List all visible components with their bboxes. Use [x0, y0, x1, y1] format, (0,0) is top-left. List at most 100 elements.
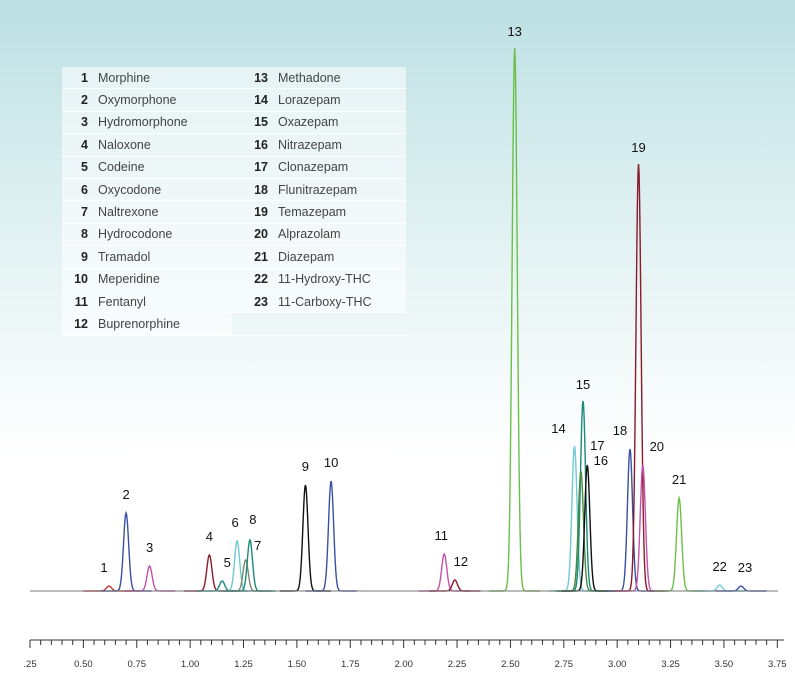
legend-number	[232, 312, 278, 336]
x-tick-label: 3.00	[608, 659, 627, 670]
legend-row: 8 Hydrocodone 20 Alprazolam	[62, 223, 406, 247]
legend-number: 9	[62, 245, 98, 269]
legend-compound: Nitrazepam	[278, 133, 406, 157]
x-tick-label: .25	[23, 659, 36, 670]
legend-compound: Morphine	[98, 67, 232, 90]
peak-1-trace	[83, 585, 135, 592]
peak-5-label: 5	[224, 555, 231, 570]
legend-number: 6	[62, 178, 98, 202]
legend-compound: Hydromorphone	[98, 111, 232, 135]
legend-number: 20	[232, 223, 278, 247]
legend-number: 14	[232, 88, 278, 112]
peak-7-label: 7	[254, 538, 261, 553]
legend-number: 5	[62, 156, 98, 179]
legend-compound: Naloxone	[98, 133, 232, 157]
legend-number: 3	[62, 111, 98, 135]
legend-compound: Flunitrazepam	[278, 178, 406, 202]
compound-legend: 1 Morphine 13 Methadone 2 Oxymorphone 14 Loraze…	[62, 67, 406, 336]
legend-compound: Temazepam	[278, 200, 406, 224]
legend-compound: 11-Hydroxy-THC	[278, 268, 406, 291]
peak-4-label: 4	[206, 529, 213, 544]
peak-18-label: 18	[613, 423, 627, 438]
peak-10-trace	[305, 480, 357, 592]
legend-compound	[278, 312, 406, 336]
legend-compound: Naltrexone	[98, 200, 232, 224]
peak-22-label: 22	[712, 559, 726, 574]
x-tick-label: 3.50	[715, 659, 734, 670]
legend-row: 5 Codeine 17 Clonazepam	[62, 156, 406, 179]
peak-10-label: 10	[324, 455, 338, 470]
legend-row: 10 Meperidine 22 11-Hydroxy-THC	[62, 268, 406, 291]
peak-19-trace	[612, 163, 665, 592]
peak-2-label: 2	[122, 487, 129, 502]
x-tick-label: 0.50	[74, 659, 93, 670]
legend-number: 21	[232, 245, 278, 269]
legend-number: 8	[62, 223, 98, 247]
x-tick-label: 1.00	[181, 659, 200, 670]
x-tick-label: 2.50	[501, 659, 520, 670]
legend-compound: Meperidine	[98, 268, 232, 291]
x-axis: .25 0.50 0.75 1.00 1.25 1.50 1.75 2.00 2.25 2.50 2…	[23, 639, 787, 670]
x-tick-label: 2.25	[448, 659, 467, 670]
peak-14-label: 14	[551, 421, 565, 436]
legend-compound: Fentanyl	[98, 290, 232, 314]
peak-23-label: 23	[738, 560, 752, 575]
legend-compound: Oxazepam	[278, 111, 406, 135]
legend-compound: Oxymorphone	[98, 88, 232, 112]
legend-number: 19	[232, 200, 278, 224]
peak-13-label: 13	[507, 24, 521, 39]
legend-number: 23	[232, 290, 278, 314]
peak-15-label: 15	[576, 377, 590, 392]
peak-9-label: 9	[302, 459, 309, 474]
legend-number: 13	[232, 67, 278, 90]
legend-row: 6 Oxycodone 18 Flunitrazepam	[62, 178, 406, 202]
x-tick-label: 1.75	[341, 659, 360, 670]
legend-number: 17	[232, 156, 278, 179]
legend-row: 7 Naltrexone 19 Temazepam	[62, 200, 406, 224]
peak-2-trace	[100, 510, 152, 592]
legend-number: 12	[62, 312, 98, 336]
legend-number: 15	[232, 111, 278, 135]
peak-21-label: 21	[672, 472, 686, 487]
legend-row: 2 Oxymorphone 14 Lorazepam	[62, 88, 406, 112]
legend-number: 4	[62, 133, 98, 157]
peak-21-trace	[653, 495, 705, 592]
peak-17-label: 17	[590, 438, 604, 453]
peak-6-label: 6	[231, 515, 238, 530]
legend-compound: Buprenorphine	[98, 312, 232, 336]
peak-16-label: 16	[594, 453, 608, 468]
x-tick-label: 2.00	[394, 659, 413, 670]
x-tick-label: 3.75	[768, 659, 787, 670]
legend-number: 10	[62, 268, 98, 291]
legend-row: 3 Hydromorphone 15 Oxazepam	[62, 111, 406, 135]
peak-19-label: 19	[631, 140, 645, 155]
peak-16-trace	[555, 470, 607, 592]
peak-1-label: 1	[100, 560, 107, 575]
legend-number: 16	[232, 133, 278, 157]
legend-number: 2	[62, 88, 98, 112]
legend-compound: Lorazepam	[278, 88, 406, 112]
x-tick-label: 1.50	[288, 659, 307, 670]
legend-row: 11 Fentanyl 23 11-Carboxy-THC	[62, 290, 406, 314]
peak-11-label: 11	[434, 528, 448, 543]
legend-row: 9 Tramadol 21 Diazepam	[62, 245, 406, 269]
legend-compound: Diazepam	[278, 245, 406, 269]
legend-compound: Alprazolam	[278, 223, 406, 247]
peak-8-label: 8	[249, 512, 256, 527]
legend-number: 1	[62, 67, 98, 90]
legend-compound: Hydrocodone	[98, 223, 232, 247]
peak-3-label: 3	[146, 540, 153, 555]
x-tick-label: 2.75	[555, 659, 574, 670]
x-tick-label: 0.75	[128, 659, 147, 670]
legend-row: 12 Buprenorphine	[62, 312, 406, 336]
legend-number: 7	[62, 200, 98, 224]
legend-compound: Methadone	[278, 67, 406, 90]
legend-row: 1 Morphine 13 Methadone	[62, 67, 406, 90]
legend-number: 18	[232, 178, 278, 202]
legend-compound: 11-Carboxy-THC	[278, 290, 406, 314]
legend-number: 11	[62, 290, 98, 314]
legend-number: 22	[232, 268, 278, 291]
